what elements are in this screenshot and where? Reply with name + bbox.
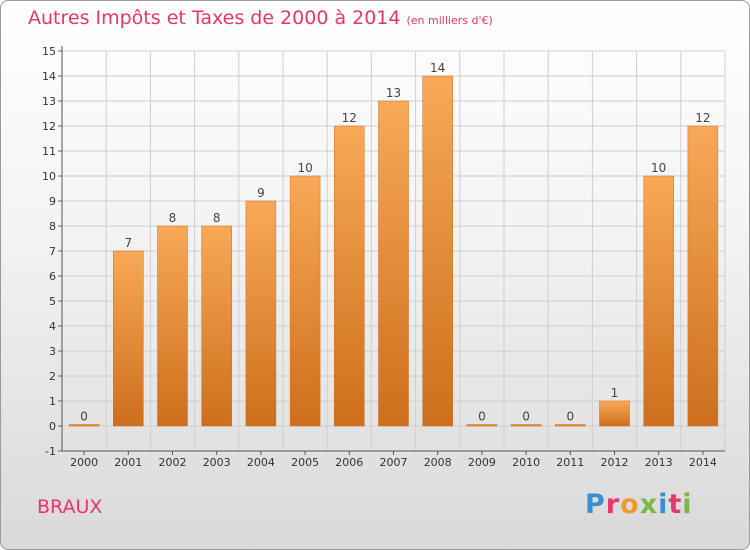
x-tick-label: 2000 (70, 456, 98, 469)
x-tick-label: 2002 (159, 456, 187, 469)
logo-letter: t (668, 489, 683, 520)
data-label-2004: 9 (257, 186, 265, 200)
x-tick-label: 2007 (380, 456, 408, 469)
logo-letter: x (639, 489, 659, 520)
y-tick-label: 7 (49, 245, 56, 258)
x-tick-label: 2012 (601, 456, 629, 469)
x-tick-label: 2010 (512, 456, 540, 469)
y-tick-label: 9 (49, 195, 56, 208)
bar-2008 (422, 75, 453, 427)
bar-2009 (466, 424, 498, 427)
data-label-2009: 0 (478, 410, 486, 424)
bar-2014 (687, 125, 719, 427)
proxiti-logo[interactable]: Proxiti (585, 489, 693, 520)
data-label-2014: 12 (695, 111, 710, 125)
x-tick-label: 2006 (335, 456, 363, 469)
x-tick-label: 2003 (203, 456, 231, 469)
y-tick-label: 0 (49, 420, 56, 433)
data-label-2011: 0 (566, 410, 574, 424)
x-tick-label: 2005 (291, 456, 319, 469)
data-label-2007: 13 (386, 86, 401, 100)
y-tick-label: 13 (42, 95, 56, 108)
label-layer: 2000020017200282003820049200510200612200… (70, 61, 717, 469)
data-label-2000: 0 (80, 410, 88, 424)
y-tick-label: 5 (49, 295, 56, 308)
logo-letter: i (658, 489, 669, 520)
y-tick-label: 12 (42, 120, 56, 133)
x-tick-label: 2008 (424, 456, 452, 469)
y-tick-label: 8 (49, 220, 56, 233)
logo-letter: i (682, 489, 693, 520)
data-label-2003: 8 (213, 211, 221, 225)
y-tick-label: 3 (49, 345, 56, 358)
data-label-2013: 10 (651, 161, 666, 175)
y-tick-label: 10 (42, 170, 56, 183)
x-tick-label: 2004 (247, 456, 275, 469)
bar-2002 (157, 225, 188, 427)
data-label-2001: 7 (124, 236, 132, 250)
data-label-2008: 14 (430, 61, 445, 75)
bar-2011 (555, 424, 586, 427)
chart-subtitle: (en milliers d'€) (406, 14, 493, 27)
y-tick-label: 1 (49, 395, 56, 408)
x-tick-label: 2001 (114, 456, 142, 469)
bar-2001 (113, 250, 144, 427)
data-label-2006: 12 (342, 111, 357, 125)
bar-2000 (68, 424, 100, 427)
bar-2003 (201, 225, 232, 427)
x-tick-label: 2014 (689, 456, 717, 469)
y-tick-label: 15 (42, 45, 56, 58)
chart-title: Autres Impôts et Taxes de 2000 à 2014 (28, 7, 401, 29)
y-tick-label: 2 (49, 370, 56, 383)
y-tick-label: 14 (42, 70, 56, 83)
bar-2013 (643, 175, 674, 427)
logo-letter: r (605, 489, 621, 520)
y-tick-label: 11 (42, 145, 56, 158)
data-label-2002: 8 (169, 211, 177, 225)
x-tick-label: 2009 (468, 456, 496, 469)
x-tick-label: 2013 (645, 456, 673, 469)
y-tick-label: 4 (49, 320, 56, 333)
data-label-2010: 0 (522, 410, 530, 424)
bar-layer (68, 75, 719, 427)
y-tick-label: -1 (45, 445, 56, 458)
bar-2010 (510, 424, 542, 427)
bar-2005 (289, 175, 321, 427)
data-label-2005: 10 (297, 161, 312, 175)
title-block: Autres Impôts et Taxes de 2000 à 2014 (en… (28, 7, 493, 29)
city-name: BRAUX (37, 496, 103, 518)
logo-letter: P (585, 489, 606, 520)
y-tick-label: 6 (49, 270, 56, 283)
bar-2006 (334, 125, 365, 427)
x-tick-label: 2011 (556, 456, 584, 469)
data-label-2012: 1 (611, 386, 619, 400)
bar-2012 (599, 400, 630, 427)
logo-letter: o (620, 489, 640, 520)
bar-2007 (378, 100, 409, 427)
bar-2004 (245, 200, 277, 427)
